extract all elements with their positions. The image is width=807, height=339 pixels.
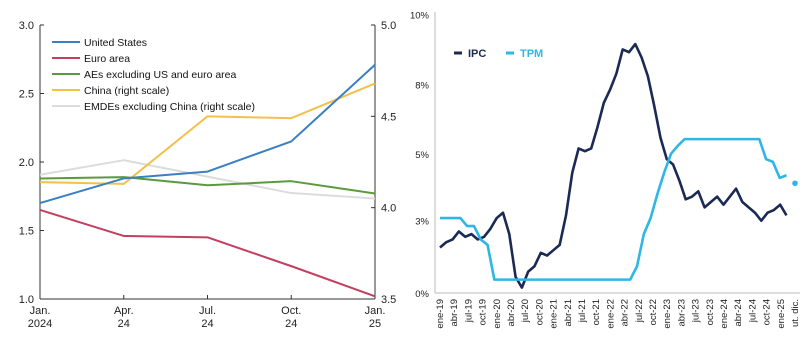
left-y-tick-label: 1.5 [19, 226, 34, 238]
legend-label: TPM [520, 48, 543, 60]
series-line-emdes-excluding-china-right-scale- [39, 159, 376, 200]
x-tick-label: Apr. 24 [114, 305, 134, 330]
x-tick-label: ene-20 [492, 299, 503, 329]
x-tick-label: abr-20 [506, 299, 517, 326]
x-tick-label: abr-23 [676, 299, 687, 326]
legend-label: United States [84, 37, 147, 49]
x-tick-label: oct-19 [478, 299, 489, 325]
x-tick-label: oct-22 [648, 299, 659, 325]
left-chart: 1.0 1.5 2.0 2.5 3.0 3.5 4.0 4.5 5.0 Jan. 2024 Apr. 2… [19, 20, 397, 330]
right-chart: 0%3%5%8%10%ene-19 abr-19 jul-19 oct-19 ene-2… [410, 11, 801, 329]
left-chart-legend: United States Euro area AEs excluding US a… [52, 37, 255, 113]
y-tick-label: 5% [415, 150, 429, 161]
left-chart-series [39, 63, 376, 298]
x-tick-label: abr-22 [620, 299, 631, 326]
y-tick-label: 3% [415, 217, 429, 228]
right-y-tick-label: 4.5 [381, 111, 396, 123]
legend-label: China (right scale) [84, 85, 169, 97]
x-tick-label: abr-21 [563, 299, 574, 326]
x-tick-label: jul-20 [520, 299, 531, 323]
x-tick-label: Jan. 2024 [28, 305, 52, 330]
right-chart-axes: 0%3%5%8%10%ene-19 abr-19 jul-19 oct-19 ene-2… [410, 11, 801, 329]
right-chart-legend: IPC TPM [454, 48, 543, 60]
legend-label: Euro area [84, 53, 130, 65]
right-y-tick-label: 5.0 [381, 20, 396, 32]
x-tick-label: ene-21 [549, 299, 560, 329]
series-line-aes-excluding-us-and-euro-area [39, 176, 376, 195]
x-tick-label: ene-25 [776, 299, 787, 329]
x-tick-label: ene-19 [435, 299, 446, 329]
x-tick-label: oct-21 [591, 299, 602, 325]
series-line-united-states [39, 63, 376, 205]
series-last-point-tpm [792, 180, 798, 187]
x-tick-label: ene-23 [662, 299, 673, 329]
x-tick-label: jul-23 [691, 299, 702, 323]
y-tick-label: 10% [410, 11, 430, 22]
right-y-tick-label: 4.0 [381, 203, 396, 215]
x-tick-label: ut. dic. [790, 299, 801, 327]
left-y-tick-label: 3.0 [19, 20, 34, 32]
left-y-tick-label: 2.0 [19, 157, 34, 169]
x-tick-label: oct-23 [705, 299, 716, 325]
y-tick-label: 8% [415, 80, 429, 91]
legend-label: IPC [468, 48, 486, 60]
x-tick-label: oct-20 [534, 299, 545, 325]
right-chart-series [439, 42, 798, 289]
x-tick-label: Jul. 24 [199, 305, 216, 330]
series-line-tpm [440, 137, 787, 281]
x-tick-label: jul-19 [463, 299, 474, 323]
series-line-ipc [439, 42, 788, 289]
x-tick-label: Oct. 24 [281, 305, 301, 330]
series-line-china-right-scale- [39, 82, 376, 185]
left-y-tick-label: 2.5 [19, 89, 34, 101]
x-tick-label: Jan. 25 [365, 305, 386, 330]
x-tick-label: ene-22 [605, 299, 616, 329]
x-tick-label: jul-21 [577, 299, 588, 323]
x-tick-label: jul-24 [747, 299, 758, 323]
y-tick-label: 0% [415, 289, 429, 300]
legend-label: EMDEs excluding China (right scale) [84, 101, 255, 113]
x-tick-label: abr-24 [733, 299, 744, 326]
x-tick-label: jul-22 [634, 299, 645, 323]
left-y-tick-label: 1.0 [19, 294, 34, 306]
series-line-euro-area [39, 208, 376, 298]
x-tick-label: abr-19 [449, 299, 460, 326]
x-tick-label: oct-24 [762, 299, 773, 325]
legend-label: AEs excluding US and euro area [84, 69, 237, 81]
right-y-tick-label: 3.5 [381, 294, 396, 306]
x-tick-label: ene-24 [719, 299, 730, 329]
left-chart-axes: 1.0 1.5 2.0 2.5 3.0 3.5 4.0 4.5 5.0 Jan. 2024 Apr. 2… [19, 20, 397, 330]
